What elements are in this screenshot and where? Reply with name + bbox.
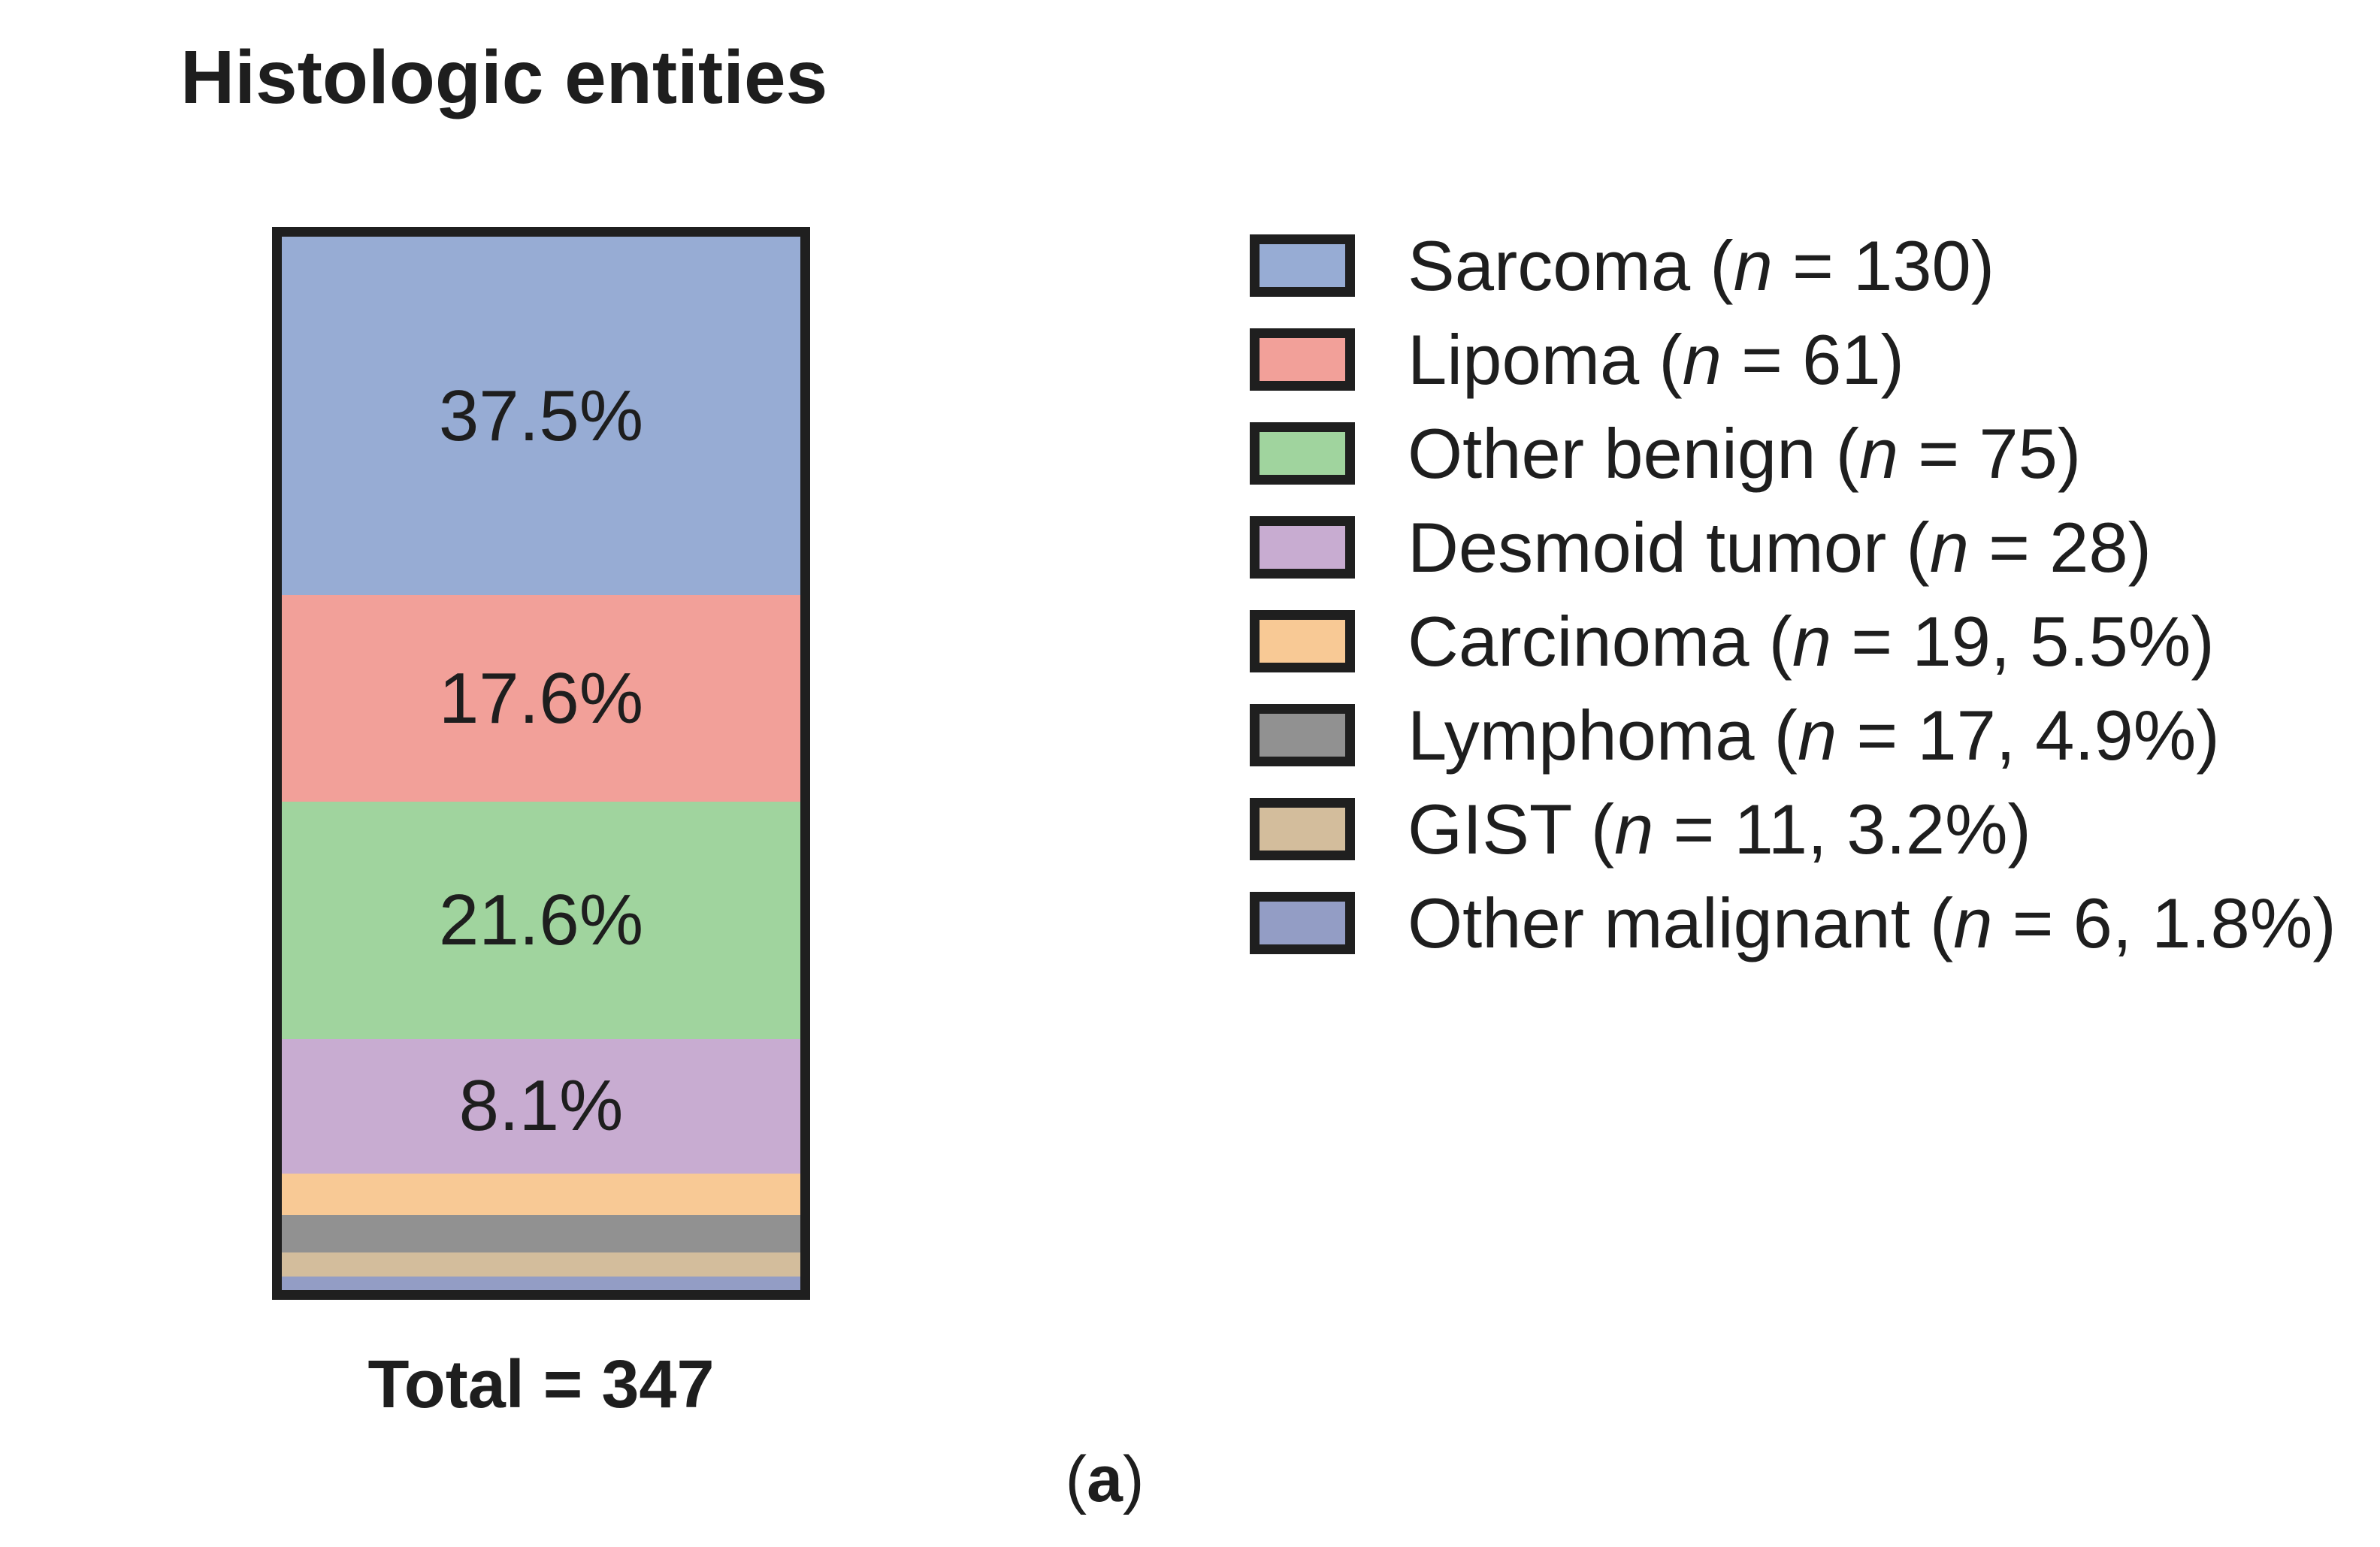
legend-item-carcinoma: Carcinoma (n = 19, 5.5%): [1250, 606, 2336, 676]
bar-segment-other-benign: 21.6%: [282, 802, 800, 1040]
legend-swatch-desmoid-tumor-icon: [1250, 516, 1355, 579]
legend-item-other-benign: Other benign (n = 75): [1250, 418, 2336, 488]
bar-segment-carcinoma: [282, 1173, 800, 1216]
legend-label-other-benign: Other benign (n = 75): [1408, 413, 2082, 493]
chart-title: Histologic entities: [180, 35, 828, 119]
segment-percent-label-lipoma: 17.6%: [438, 657, 644, 739]
bar-segment-lymphoma: [282, 1215, 800, 1253]
total-label: Total = 347: [367, 1347, 715, 1422]
segment-percent-label-other-benign: 21.6%: [438, 880, 644, 961]
legend-item-other-malignant: Other malignant (n = 6, 1.8%): [1250, 887, 2336, 958]
legend-item-sarcoma: Sarcoma (n = 130): [1250, 230, 2336, 301]
legend-item-lipoma: Lipoma (n = 61): [1250, 324, 2336, 394]
legend-swatch-carcinoma-icon: [1250, 610, 1355, 672]
legend-label-carcinoma: Carcinoma (n = 19, 5.5%): [1408, 601, 2215, 681]
segment-percent-label-sarcoma: 37.5%: [438, 375, 644, 456]
legend-label-desmoid-tumor: Desmoid tumor (n = 28): [1408, 507, 2152, 587]
legend-swatch-other-benign-icon: [1250, 422, 1355, 485]
legend-label-lipoma: Lipoma (n = 61): [1408, 319, 1904, 399]
legend-swatch-sarcoma-icon: [1250, 234, 1355, 297]
bar-segment-gist: [282, 1252, 800, 1277]
legend-item-desmoid-tumor: Desmoid tumor (n = 28): [1250, 512, 2336, 582]
legend-item-lymphoma: Lymphoma (n = 17, 4.9%): [1250, 699, 2336, 770]
legend-swatch-gist-icon: [1250, 798, 1355, 860]
legend: Sarcoma (n = 130) Lipoma (n = 61) Other …: [1250, 230, 2336, 958]
legend-item-gist: GIST (n = 11, 3.2%): [1250, 793, 2336, 864]
legend-swatch-lipoma-icon: [1250, 328, 1355, 391]
legend-label-gist: GIST (n = 11, 3.2%): [1408, 789, 2031, 869]
legend-swatch-lymphoma-icon: [1250, 704, 1355, 766]
legend-label-sarcoma: Sarcoma (n = 130): [1408, 225, 1995, 305]
bar-segment-sarcoma: 37.5%: [282, 237, 800, 596]
legend-swatch-other-malignant-icon: [1250, 892, 1355, 954]
bar-segment-other-malignant: [282, 1277, 800, 1290]
segment-percent-label-desmoid-tumor: 8.1%: [458, 1065, 624, 1147]
bar-segment-lipoma: 17.6%: [282, 595, 800, 802]
stacked-bar: 37.5% 17.6% 21.6% 8.1%: [272, 227, 810, 1300]
legend-label-other-malignant: Other malignant (n = 6, 1.8%): [1408, 883, 2336, 962]
bar-segment-desmoid-tumor: 8.1%: [282, 1039, 800, 1174]
legend-label-lymphoma: Lymphoma (n = 17, 4.9%): [1408, 695, 2220, 775]
panel-label: (a): [1065, 1443, 1145, 1515]
